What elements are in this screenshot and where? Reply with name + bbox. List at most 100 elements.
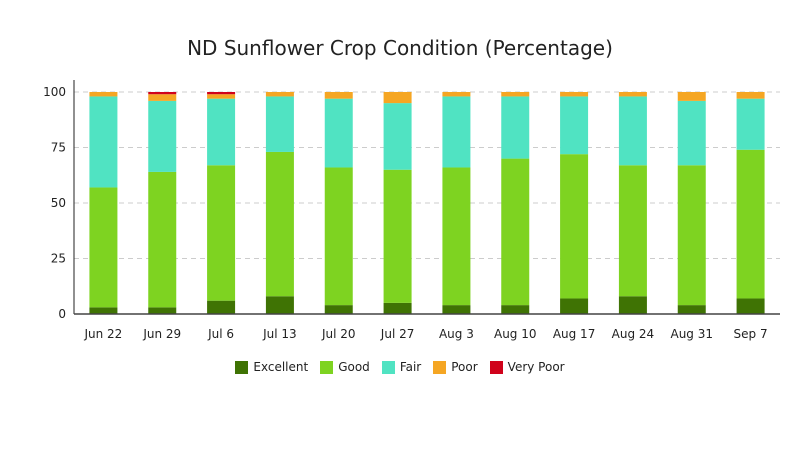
bar-poor (677, 92, 706, 101)
bar-fair (148, 100, 177, 172)
bar-excellent (501, 305, 530, 314)
bar-stack (501, 92, 530, 314)
y-tick-label: 50 (51, 196, 66, 210)
bar-good (148, 171, 177, 308)
x-tick-label: Jun 22 (83, 327, 122, 341)
bar-stack (560, 92, 589, 314)
legend-swatch (320, 360, 334, 374)
legend-item-very-poor[interactable]: Very Poor (489, 360, 565, 374)
bar-excellent (207, 300, 236, 314)
x-tick-label: Aug 3 (439, 327, 474, 341)
x-tick-label: Jul 20 (321, 327, 356, 341)
bar-good (89, 187, 118, 308)
bar-good (501, 158, 530, 306)
bar-very-poor (148, 92, 177, 95)
bar-fair (324, 98, 353, 168)
x-tick-label: Jul 6 (207, 327, 234, 341)
legend: Excellent Good Fair Poor Very Poor (0, 360, 800, 374)
bar-poor (148, 94, 177, 101)
bar-poor (324, 92, 353, 99)
bar-fair (736, 98, 765, 150)
bar-poor (207, 94, 236, 99)
y-tick-label: 25 (51, 252, 66, 266)
bar-stack (736, 92, 765, 314)
bar-stack (89, 92, 118, 314)
bar-excellent (618, 296, 647, 314)
legend-item-excellent[interactable]: Excellent (235, 360, 308, 374)
bar-excellent (442, 305, 471, 314)
bar-excellent (560, 298, 589, 314)
bar-good (207, 165, 236, 301)
axes (73, 80, 780, 315)
x-tick-label: Jul 27 (380, 327, 415, 341)
bar-poor (383, 92, 412, 104)
bar-excellent (736, 298, 765, 314)
y-tick-label: 0 (58, 307, 66, 321)
bar-stack (148, 92, 177, 314)
bar-good (677, 165, 706, 306)
bar-good (265, 151, 294, 297)
bar-good (442, 167, 471, 306)
bar-poor (89, 92, 118, 97)
bar-poor (560, 92, 589, 97)
x-tick-label: Aug 24 (612, 327, 655, 341)
x-tick-label: Aug 31 (670, 327, 713, 341)
legend-label: Poor (451, 360, 478, 374)
bar-excellent (677, 305, 706, 314)
bar-stack (677, 92, 706, 314)
x-tick-label: Sep 7 (734, 327, 768, 341)
legend-swatch (489, 360, 503, 374)
legend-label: Very Poor (507, 360, 565, 374)
bar-good (324, 167, 353, 306)
legend-label: Excellent (253, 360, 309, 374)
legend-swatch (433, 360, 447, 374)
bar-very-poor (207, 92, 236, 95)
bar-fair (89, 96, 118, 188)
y-tick-label: 100 (43, 85, 66, 99)
bar-good (618, 165, 647, 297)
bar-excellent (383, 302, 412, 314)
bar-stack (324, 92, 353, 314)
bar-stack (265, 92, 294, 314)
bar-stack (618, 92, 647, 314)
bar-fair (207, 98, 236, 166)
bars (89, 92, 765, 314)
legend-swatch (381, 360, 395, 374)
bar-excellent (265, 296, 294, 314)
legend-item-fair[interactable]: Fair (381, 360, 421, 374)
bar-good (560, 154, 589, 299)
bar-fair (677, 100, 706, 166)
bar-good (736, 149, 765, 299)
bar-fair (442, 96, 471, 168)
bar-stack (383, 92, 412, 314)
x-tick-label: Jun 29 (142, 327, 181, 341)
bar-poor (501, 92, 530, 97)
gridlines (74, 91, 780, 259)
bar-good (383, 169, 412, 303)
x-tick-label: Aug 10 (494, 327, 537, 341)
y-tick-label: 75 (51, 141, 66, 155)
bar-fair (501, 96, 530, 159)
bar-poor (736, 92, 765, 99)
bar-fair (560, 96, 589, 155)
legend-swatch (235, 360, 249, 374)
bar-poor (442, 92, 471, 97)
y-tick-labels: 0 25 50 75 100 (43, 85, 66, 321)
bar-excellent (148, 307, 177, 314)
legend-label: Good (338, 360, 370, 374)
legend-item-good[interactable]: Good (320, 360, 370, 374)
bar-fair (383, 103, 412, 170)
chart-title: ND Sunflower Crop Condition (Percentage) (187, 36, 613, 60)
x-tick-label: Jul 13 (262, 327, 297, 341)
bar-stack (207, 92, 236, 314)
bar-poor (618, 92, 647, 97)
bar-fair (265, 96, 294, 152)
bar-excellent (89, 307, 118, 314)
x-tick-labels: Jun 22 Jun 29 Jul 6 Jul 13 Jul 20 Jul 27 Aug 3… (83, 327, 767, 341)
bar-poor (265, 92, 294, 97)
bar-excellent (324, 305, 353, 314)
bar-stack (442, 92, 471, 314)
x-tick-label: Aug 17 (553, 327, 596, 341)
legend-item-poor[interactable]: Poor (433, 360, 478, 374)
